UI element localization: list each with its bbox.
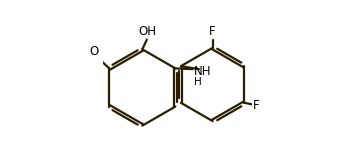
Text: OH: OH bbox=[138, 25, 157, 38]
Text: O: O bbox=[89, 45, 99, 58]
Text: F: F bbox=[253, 99, 260, 112]
Text: H: H bbox=[194, 77, 202, 87]
Text: F: F bbox=[209, 25, 216, 38]
Text: NH: NH bbox=[194, 65, 211, 78]
